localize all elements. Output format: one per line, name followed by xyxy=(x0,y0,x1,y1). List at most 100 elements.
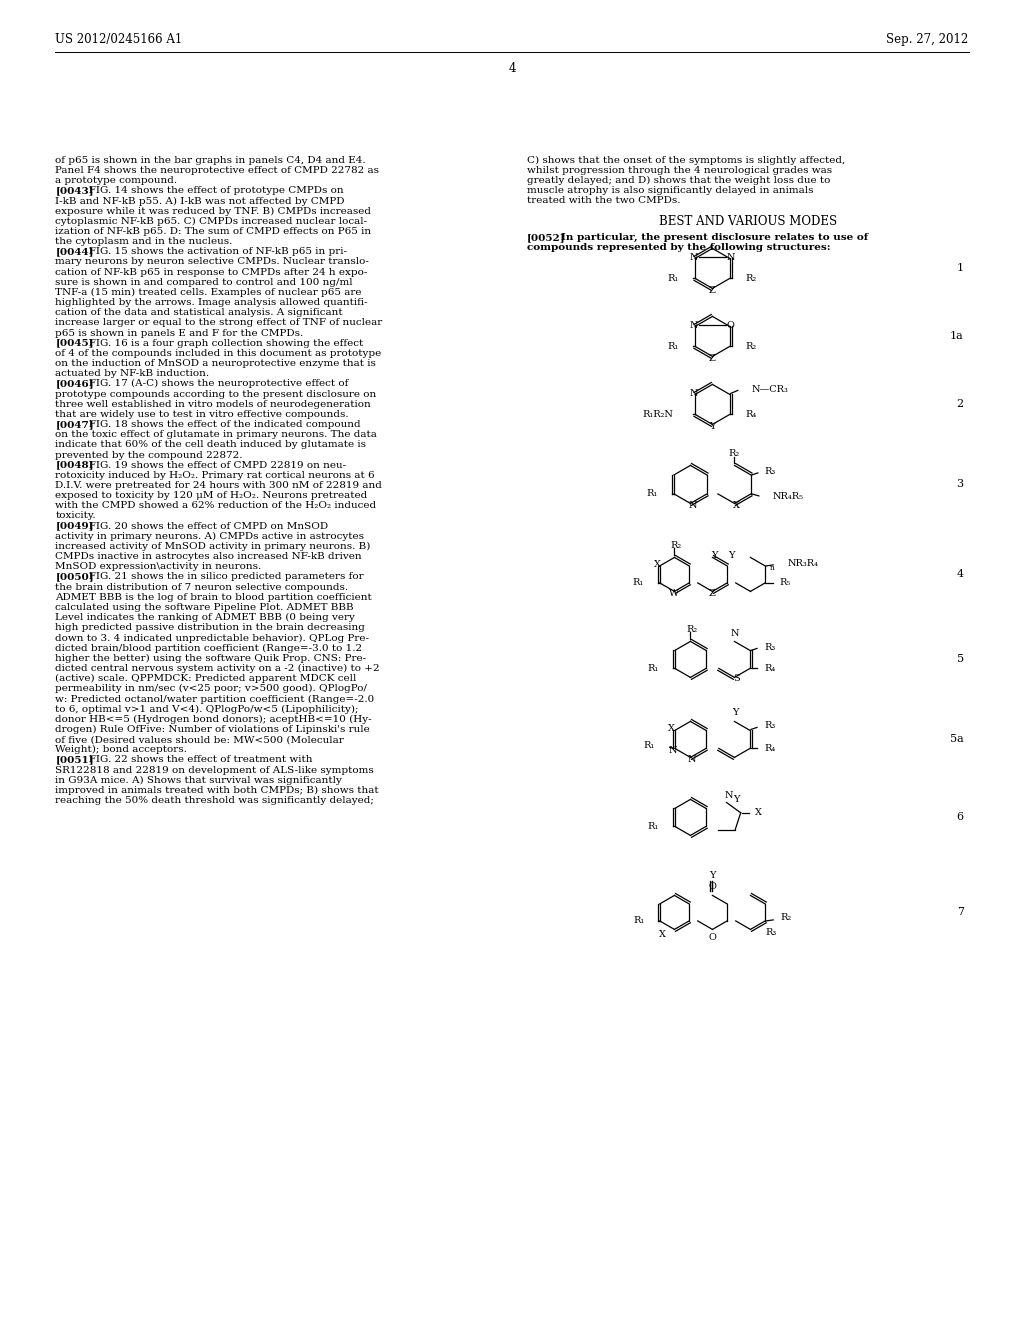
Text: X: X xyxy=(755,808,762,817)
Text: down to 3. 4 indicated unpredictable behavior). QPLog Pre-: down to 3. 4 indicated unpredictable beh… xyxy=(55,634,370,643)
Text: FIG. 15 shows the activation of NF-kB p65 in pri-: FIG. 15 shows the activation of NF-kB p6… xyxy=(79,247,347,256)
Text: R₃: R₃ xyxy=(764,643,775,652)
Text: BEST AND VARIOUS MODES: BEST AND VARIOUS MODES xyxy=(658,215,837,228)
Text: S: S xyxy=(733,675,739,682)
Text: on the toxic effect of glutamate in primary neurons. The data: on the toxic effect of glutamate in prim… xyxy=(55,430,377,440)
Text: R₁: R₁ xyxy=(633,578,644,587)
Text: ADMET BBB is the log of brain to blood partition coefficient: ADMET BBB is the log of brain to blood p… xyxy=(55,593,372,602)
Text: C) shows that the onset of the symptoms is slightly affected,: C) shows that the onset of the symptoms … xyxy=(526,156,845,165)
Text: FIG. 19 shows the effect of CMPD 22819 on neu-: FIG. 19 shows the effect of CMPD 22819 o… xyxy=(79,461,346,470)
Text: Y: Y xyxy=(712,550,718,560)
Text: indicate that 60% of the cell death induced by glutamate is: indicate that 60% of the cell death indu… xyxy=(55,441,367,449)
Text: 5: 5 xyxy=(956,655,964,664)
Text: dicted brain/blood partition coefficient (Range=-3.0 to 1.2: dicted brain/blood partition coefficient… xyxy=(55,644,362,653)
Text: Y: Y xyxy=(732,708,738,717)
Text: N: N xyxy=(730,628,738,638)
Text: W: W xyxy=(670,589,680,598)
Text: calculated using the software Pipeline Plot. ADMET BBB: calculated using the software Pipeline P… xyxy=(55,603,354,612)
Text: of p65 is shown in the bar graphs in panels C4, D4 and E4.: of p65 is shown in the bar graphs in pan… xyxy=(55,156,366,165)
Text: Y: Y xyxy=(710,871,716,880)
Text: Panel F4 shows the neuroprotective effect of CMPD 22782 as: Panel F4 shows the neuroprotective effec… xyxy=(55,166,379,176)
Text: to 6, optimal v>1 and V<4). QPlogPo/w<5 (Lipophilicity);: to 6, optimal v>1 and V<4). QPlogPo/w<5 … xyxy=(55,705,358,714)
Text: O: O xyxy=(727,321,734,330)
Text: N: N xyxy=(690,389,698,397)
Text: N: N xyxy=(726,253,735,261)
Text: R₁: R₁ xyxy=(644,741,654,750)
Text: R₄: R₄ xyxy=(764,744,775,752)
Text: exposed to toxicity by 120 μM of H₂O₂. Neurons pretreated: exposed to toxicity by 120 μM of H₂O₂. N… xyxy=(55,491,368,500)
Text: Z: Z xyxy=(709,589,716,598)
Text: greatly delayed; and D) shows that the weight loss due to: greatly delayed; and D) shows that the w… xyxy=(526,176,830,185)
Text: R₁: R₁ xyxy=(634,916,645,925)
Text: X: X xyxy=(659,929,667,939)
Text: prevented by the compound 22872.: prevented by the compound 22872. xyxy=(55,450,243,459)
Text: R₁: R₁ xyxy=(647,664,658,673)
Text: three well established in vitro models of neurodegeneration: three well established in vitro models o… xyxy=(55,400,371,409)
Text: Level indicates the ranking of ADMET BBB (0 being very: Level indicates the ranking of ADMET BBB… xyxy=(55,612,355,622)
Text: R₁: R₁ xyxy=(647,822,658,830)
Text: 5a: 5a xyxy=(950,734,964,744)
Text: the cytoplasm and in the nucleus.: the cytoplasm and in the nucleus. xyxy=(55,238,232,246)
Text: R₁R₂N: R₁R₂N xyxy=(642,411,673,418)
Text: permeability in nm/sec (v<25 poor; v>500 good). QPlogPo/: permeability in nm/sec (v<25 poor; v>500… xyxy=(55,684,368,693)
Text: N: N xyxy=(687,755,695,764)
Text: increased activity of MnSOD activity in primary neurons. B): increased activity of MnSOD activity in … xyxy=(55,543,371,552)
Text: I-kB and NF-kB p55. A) I-kB was not affected by CMPD: I-kB and NF-kB p55. A) I-kB was not affe… xyxy=(55,197,345,206)
Text: in G93A mice. A) Shows that survival was significantly: in G93A mice. A) Shows that survival was… xyxy=(55,776,342,785)
Text: X: X xyxy=(733,500,740,510)
Text: on the induction of MnSOD a neuroprotective enzyme that is: on the induction of MnSOD a neuroprotect… xyxy=(55,359,376,368)
Text: ization of NF-kB p65. D: The sum of CMPD effects on P65 in: ization of NF-kB p65. D: The sum of CMPD… xyxy=(55,227,372,236)
Text: FIG. 17 (A-C) shows the neuroprotective effect of: FIG. 17 (A-C) shows the neuroprotective … xyxy=(79,379,348,388)
Text: Y: Y xyxy=(710,422,716,430)
Text: N—CR₃: N—CR₃ xyxy=(752,385,788,393)
Text: p65 is shown in panels E and F for the CMPDs.: p65 is shown in panels E and F for the C… xyxy=(55,329,303,338)
Text: N: N xyxy=(669,746,677,755)
Text: R₂: R₂ xyxy=(671,541,682,550)
Text: drogen) Rule OfFive: Number of violations of Lipinski's rule: drogen) Rule OfFive: Number of violation… xyxy=(55,725,370,734)
Text: CMPDs inactive in astrocytes also increased NF-kB driven: CMPDs inactive in astrocytes also increa… xyxy=(55,552,361,561)
Text: FIG. 16 is a four graph collection showing the effect: FIG. 16 is a four graph collection showi… xyxy=(79,339,362,347)
Text: R₂: R₂ xyxy=(780,913,792,923)
Text: R₂: R₂ xyxy=(745,275,757,282)
Text: R₄: R₄ xyxy=(745,411,757,418)
Text: D.I.V. were pretreated for 24 hours with 300 nM of 22819 and: D.I.V. were pretreated for 24 hours with… xyxy=(55,480,382,490)
Text: that are widely use to test in vitro effective compounds.: that are widely use to test in vitro eff… xyxy=(55,409,349,418)
Text: higher the better) using the software Quik Prop. CNS: Pre-: higher the better) using the software Qu… xyxy=(55,653,367,663)
Text: X: X xyxy=(654,561,662,569)
Text: high predicted passive distribution in the brain decreasing: high predicted passive distribution in t… xyxy=(55,623,366,632)
Text: 1: 1 xyxy=(956,264,964,273)
Text: cytoplasmic NF-kB p65. C) CMPDs increased nuclear local-: cytoplasmic NF-kB p65. C) CMPDs increase… xyxy=(55,216,368,226)
Text: of 4 of the compounds included in this document as prototype: of 4 of the compounds included in this d… xyxy=(55,348,382,358)
Text: O: O xyxy=(709,933,717,942)
Text: the brain distribution of 7 neuron selective compounds.: the brain distribution of 7 neuron selec… xyxy=(55,582,348,591)
Text: O: O xyxy=(709,882,717,891)
Text: 7: 7 xyxy=(956,907,964,917)
Text: mary neurons by neuron selective CMPDs. Nuclear translo-: mary neurons by neuron selective CMPDs. … xyxy=(55,257,370,267)
Text: R₁: R₁ xyxy=(647,490,658,499)
Text: TNF-a (15 min) treated cells. Examples of nuclear p65 are: TNF-a (15 min) treated cells. Examples o… xyxy=(55,288,361,297)
Text: Z: Z xyxy=(709,286,716,294)
Text: 4: 4 xyxy=(508,62,516,74)
Text: FIG. 21 shows the in silico predicted parameters for: FIG. 21 shows the in silico predicted pa… xyxy=(79,573,364,582)
Text: X: X xyxy=(669,723,676,733)
Text: [0052]: [0052] xyxy=(526,234,565,242)
Text: of five (Desired values should be: MW<500 (Molecular: of five (Desired values should be: MW<50… xyxy=(55,735,344,744)
Text: FIG. 14 shows the effect of prototype CMPDs on: FIG. 14 shows the effect of prototype CM… xyxy=(79,186,343,195)
Text: NR₄R₅: NR₄R₅ xyxy=(773,492,804,502)
Text: FIG. 18 shows the effect of the indicated compound: FIG. 18 shows the effect of the indicate… xyxy=(79,420,360,429)
Text: (active) scale. QPPMDCK: Predicted apparent MDCK cell: (active) scale. QPPMDCK: Predicted appar… xyxy=(55,675,356,684)
Text: sure is shown in and compared to control and 100 ng/ml: sure is shown in and compared to control… xyxy=(55,277,353,286)
Text: [0051]: [0051] xyxy=(55,755,94,764)
Text: R₃: R₃ xyxy=(765,928,776,937)
Text: n: n xyxy=(769,565,774,573)
Text: N: N xyxy=(688,500,696,510)
Text: muscle atrophy is also significantly delayed in animals: muscle atrophy is also significantly del… xyxy=(526,186,813,195)
Text: Weight); bond acceptors.: Weight); bond acceptors. xyxy=(55,746,187,755)
Text: R₁: R₁ xyxy=(668,275,679,282)
Text: prototype compounds according to the present disclosure on: prototype compounds according to the pre… xyxy=(55,389,377,399)
Text: a prototype compound.: a prototype compound. xyxy=(55,176,177,185)
Text: R₃: R₃ xyxy=(765,467,776,477)
Text: compounds represented by the following structures:: compounds represented by the following s… xyxy=(526,243,830,252)
Text: R₄: R₄ xyxy=(764,664,775,673)
Text: N: N xyxy=(690,321,698,330)
